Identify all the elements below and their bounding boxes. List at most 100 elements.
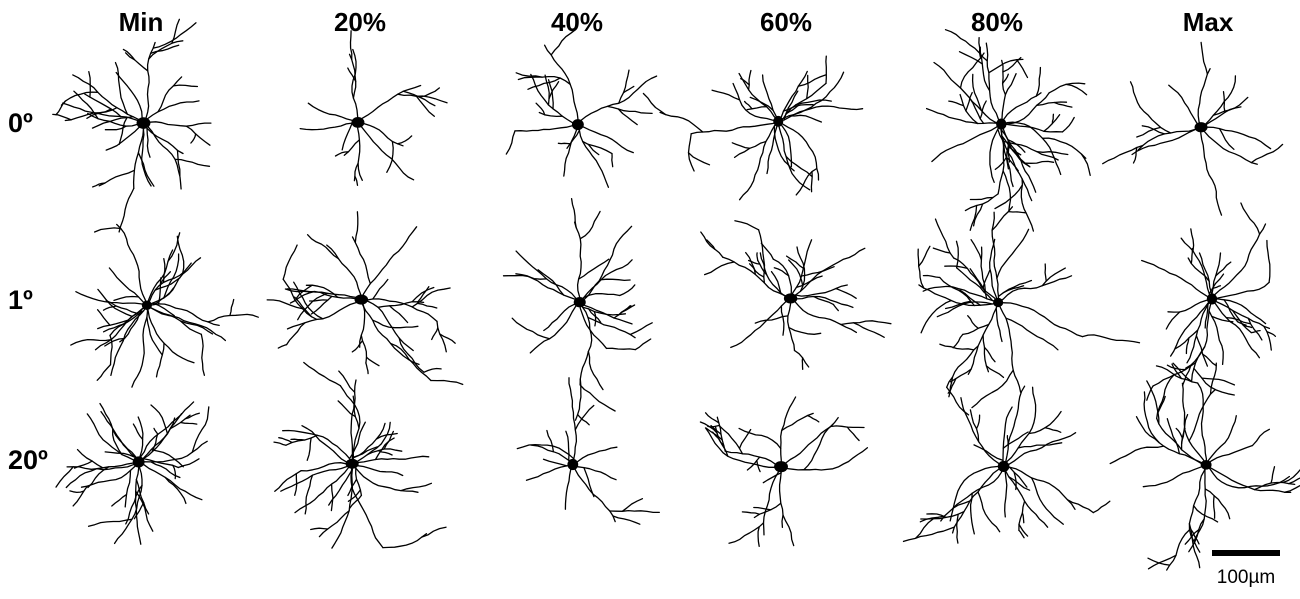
dendrite: [920, 510, 965, 520]
dendrite: [971, 369, 1014, 409]
dendrite: [1204, 488, 1231, 520]
dendrite: [772, 258, 792, 300]
dendrite: [132, 423, 144, 441]
dendrite: [1092, 500, 1111, 514]
dendrite: [191, 406, 210, 453]
neuron: [925, 29, 1091, 232]
dendrite: [131, 304, 149, 388]
dendrite: [421, 526, 447, 538]
dendrite: [1035, 66, 1042, 97]
dendrite: [1002, 431, 1029, 449]
dendrite: [91, 116, 134, 129]
dendrite: [1192, 505, 1219, 523]
dendrite: [944, 300, 972, 310]
dendrite: [357, 121, 415, 181]
dendrite: [1188, 523, 1201, 569]
dendrite: [439, 333, 456, 344]
dendrite: [1169, 298, 1213, 357]
dendrite: [618, 69, 630, 104]
dendrite: [88, 70, 91, 98]
dendrite: [310, 295, 333, 315]
dendrite: [733, 140, 767, 159]
dendrite: [568, 377, 578, 466]
dendrite: [87, 518, 133, 527]
dendrite: [102, 305, 117, 311]
dendrite: [357, 84, 422, 124]
dendrite: [184, 412, 200, 420]
dendrite: [967, 315, 979, 329]
neuron: [699, 396, 869, 548]
dendrite: [1211, 298, 1261, 359]
dendrite: [109, 334, 113, 366]
dendrite: [629, 322, 653, 336]
dendrite: [530, 73, 579, 126]
dendrite: [722, 256, 792, 300]
dendrite: [1211, 315, 1234, 323]
dendrite: [781, 412, 814, 432]
dendrite: [724, 450, 782, 468]
dendrite: [810, 170, 813, 193]
dendrite: [840, 320, 892, 326]
dendrite: [331, 463, 354, 549]
dendrite: [124, 52, 149, 72]
row-label: 1º: [8, 285, 33, 315]
neuron-grid: [52, 18, 1300, 571]
dendrite: [125, 484, 143, 525]
dendrite: [92, 182, 106, 188]
dendrite: [718, 424, 744, 455]
dendrite: [430, 379, 464, 386]
dendrite: [980, 246, 986, 292]
dendrite: [1172, 362, 1193, 383]
dendrite: [1175, 427, 1183, 439]
dendrite: [991, 211, 1000, 304]
dendrite: [1132, 146, 1138, 164]
dendrite: [1211, 298, 1267, 325]
dendrite: [274, 470, 302, 492]
dendrite: [99, 402, 140, 463]
dendrite: [174, 158, 211, 167]
dendrite: [773, 125, 786, 163]
soma: [567, 458, 579, 471]
dendrite: [1204, 302, 1209, 329]
soma: [993, 297, 1004, 308]
dendrite: [852, 322, 885, 338]
dendrite: [339, 385, 361, 465]
dendrite: [939, 276, 976, 307]
dendrite: [146, 304, 195, 364]
dendrite: [277, 343, 288, 349]
dendrite: [200, 333, 206, 376]
dendrite: [1030, 477, 1064, 525]
dendrite: [1263, 325, 1272, 351]
dendrite: [537, 269, 565, 296]
dendrite: [357, 121, 404, 147]
dendrite: [989, 123, 1002, 183]
column-header: 40%: [551, 7, 603, 37]
dendrite: [797, 74, 827, 87]
dendrite: [796, 246, 806, 293]
dendrite: [749, 96, 774, 111]
dendrite: [351, 340, 364, 353]
dendrite: [706, 239, 716, 250]
dendrite: [925, 107, 1002, 125]
dendrite: [948, 100, 965, 107]
dendrite: [997, 301, 1084, 338]
dendrite: [542, 458, 568, 467]
dendrite: [704, 412, 720, 424]
dendrite: [1211, 285, 1222, 290]
soma: [136, 117, 151, 129]
dendrite: [956, 513, 959, 544]
dendrite: [1007, 210, 1027, 214]
dendrite: [1009, 466, 1028, 488]
dendrite: [1200, 106, 1242, 128]
dendrite: [1066, 499, 1094, 514]
dendrite: [1166, 529, 1191, 571]
dendrite: [557, 142, 571, 145]
dendrite: [135, 478, 150, 515]
dendrite: [1109, 445, 1165, 465]
dendrite: [967, 301, 999, 375]
dendrite: [572, 463, 617, 481]
dendrite: [1205, 444, 1254, 466]
dendrite: [65, 461, 140, 489]
dendrite: [146, 304, 227, 342]
